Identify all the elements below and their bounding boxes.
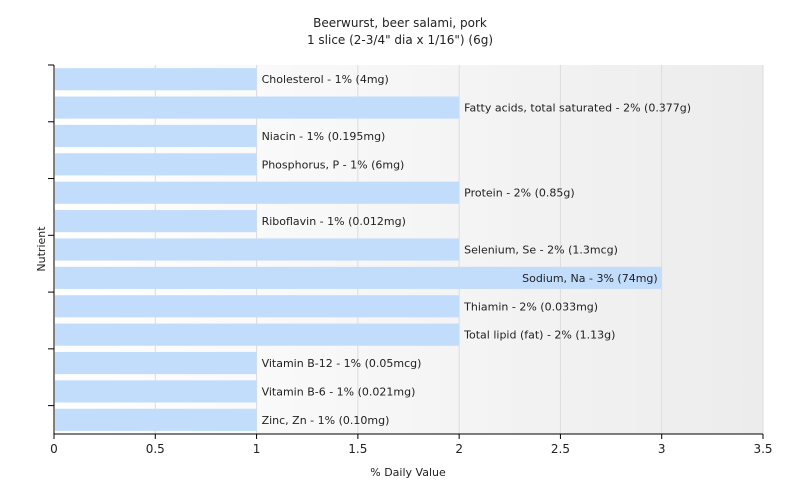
- x-tick-labels: 0 0.5 1 1.5 2 2.5 3 3.5: [50, 442, 772, 456]
- bars: Cholesterol - 1% (4mg) Fatty acids, total…: [55, 68, 691, 431]
- bar-label: Protein - 2% (0.85g): [464, 187, 575, 200]
- bar-label: Sodium, Na - 3% (74mg): [522, 272, 658, 285]
- chart-title: Beerwurst, beer salami, pork: [313, 16, 487, 30]
- bar: [55, 408, 257, 431]
- bar: [55, 238, 460, 261]
- bar-label: Vitamin B-6 - 1% (0.021mg): [262, 385, 416, 398]
- x-tick-label: 2.5: [551, 442, 570, 456]
- x-tick-label: 2: [455, 442, 463, 456]
- bar-label: Niacin - 1% (0.195mg): [262, 130, 386, 143]
- x-axis-title: % Daily Value: [370, 466, 446, 479]
- chart-subtitle: 1 slice (2-3/4" dia x 1/16") (6g): [307, 33, 493, 47]
- bar: [55, 266, 662, 289]
- bar-label: Thiamin - 2% (0.033mg): [463, 300, 598, 313]
- axes: [48, 64, 764, 439]
- bar: [55, 380, 257, 403]
- bar: [55, 124, 257, 148]
- bar: [55, 96, 460, 119]
- bar: [55, 153, 257, 176]
- x-tick-label: 1.5: [348, 442, 367, 456]
- bar: [55, 295, 460, 318]
- bar: [55, 181, 460, 204]
- x-tick-label: 0: [50, 442, 58, 456]
- bar-label: Zinc, Zn - 1% (0.10mg): [262, 414, 390, 427]
- bar-label: Vitamin B-12 - 1% (0.05mcg): [262, 357, 422, 370]
- bar-label: Fatty acids, total saturated - 2% (0.377…: [464, 102, 691, 115]
- x-tick-label: 3.5: [753, 442, 772, 456]
- bar-label: Phosphorus, P - 1% (6mg): [262, 158, 405, 171]
- bar-label: Total lipid (fat) - 2% (1.13g): [463, 329, 615, 342]
- x-tick-label: 3: [658, 442, 666, 456]
- bar: [55, 210, 257, 233]
- y-axis-title: Nutrient: [35, 226, 48, 272]
- bar-label: Selenium, Se - 2% (1.3mcg): [464, 244, 618, 257]
- x-tick-label: 1: [253, 442, 261, 456]
- x-tick-label: 0.5: [146, 442, 165, 456]
- bar: [55, 323, 460, 346]
- bar: [55, 351, 257, 375]
- bar-label: Riboflavin - 1% (0.012mg): [262, 215, 406, 228]
- bar-label: Cholesterol - 1% (4mg): [262, 73, 389, 86]
- bar: [55, 68, 257, 91]
